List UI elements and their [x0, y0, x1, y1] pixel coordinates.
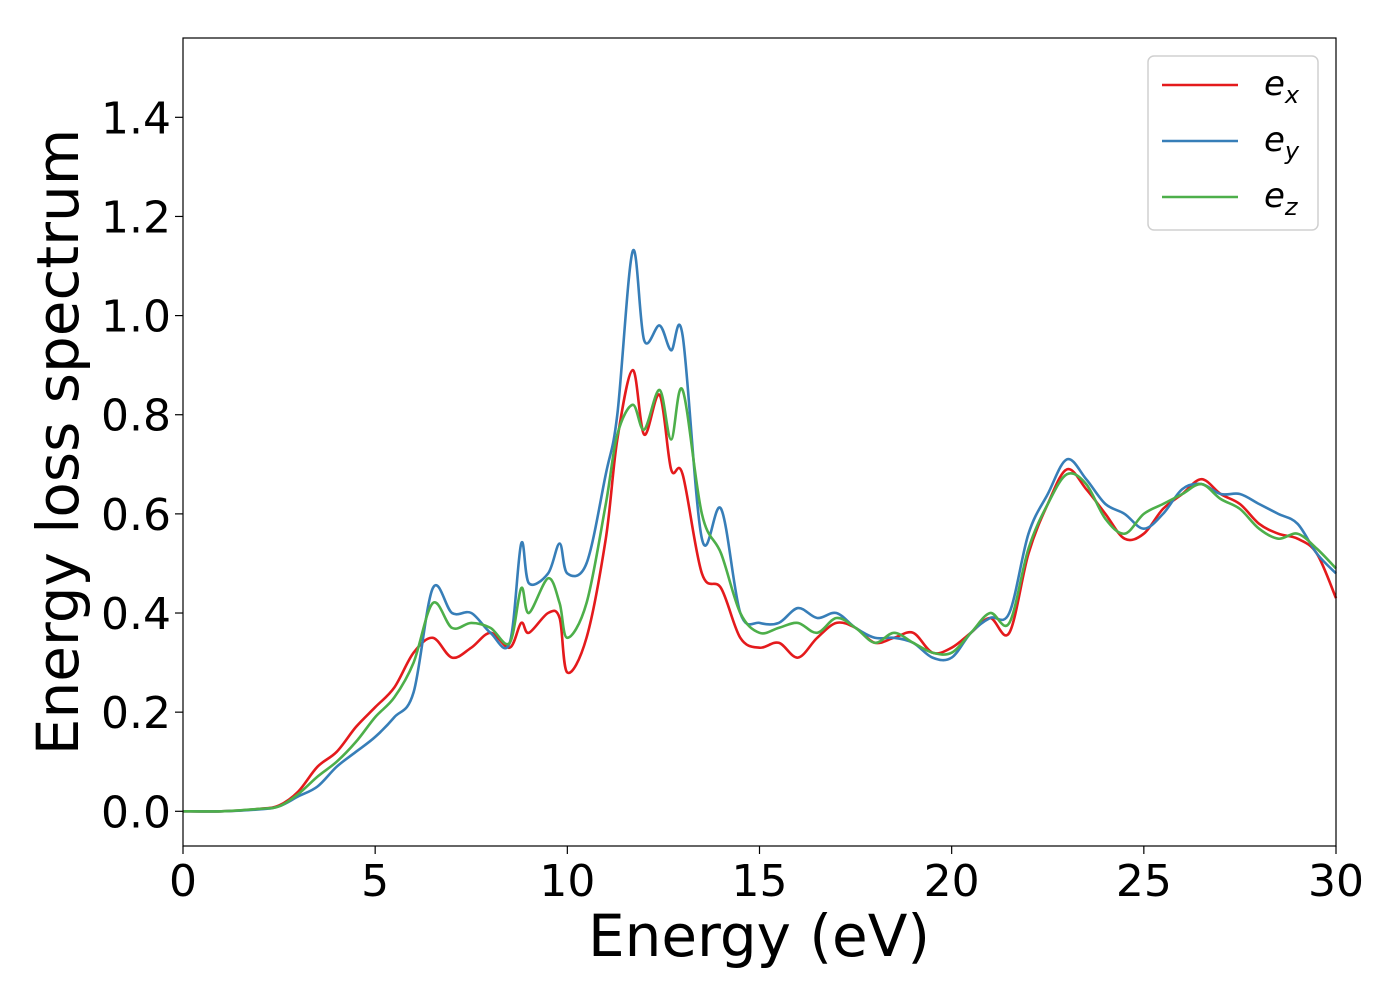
legend-label-subscript: y — [1284, 137, 1300, 165]
y-tick-label: 1.4 — [101, 93, 171, 144]
y-tick-label: 1.2 — [101, 192, 171, 243]
legend-label-base: e — [1264, 120, 1285, 160]
legend-label-subscript: z — [1284, 193, 1299, 221]
legend-label-subscript: x — [1284, 81, 1300, 109]
x-axis-title: Energy (eV) — [588, 902, 930, 970]
series-line-ez — [182, 387, 1337, 813]
legend-label-ex: ex — [1264, 64, 1300, 109]
plot-area — [182, 248, 1338, 813]
y-tick-label: 0.0 — [101, 787, 171, 838]
x-tick-label: 10 — [539, 856, 595, 907]
y-tick-label: 0.4 — [101, 589, 171, 640]
y-tick-label: 0.8 — [101, 391, 171, 442]
x-tick-label: 30 — [1308, 856, 1364, 907]
x-tick-label: 25 — [1116, 856, 1172, 907]
series-line-ey — [182, 248, 1337, 813]
x-tick-label: 15 — [732, 856, 788, 907]
x-axis: 0 5 10 15 20 25 30 — [169, 846, 1364, 907]
y-tick-label: 0.2 — [101, 688, 171, 739]
x-tick-label: 20 — [924, 856, 980, 907]
legend-label-base: e — [1264, 176, 1285, 216]
y-axis-title: Energy loss spectrum — [24, 129, 92, 755]
legend-label-ey: ey — [1264, 120, 1300, 165]
series-line-ex — [182, 368, 1338, 813]
y-axis: 0.0 0.2 0.4 0.6 0.8 1.0 1.2 1.4 — [101, 93, 183, 838]
legend-label-base: e — [1264, 64, 1285, 104]
x-tick-label: 5 — [361, 856, 389, 907]
legend-box — [1147, 55, 1319, 231]
legend-label-ez: ez — [1264, 176, 1299, 221]
x-tick-label: 0 — [169, 856, 197, 907]
y-tick-label: 1.0 — [101, 292, 171, 343]
y-tick-label: 0.6 — [101, 490, 171, 541]
